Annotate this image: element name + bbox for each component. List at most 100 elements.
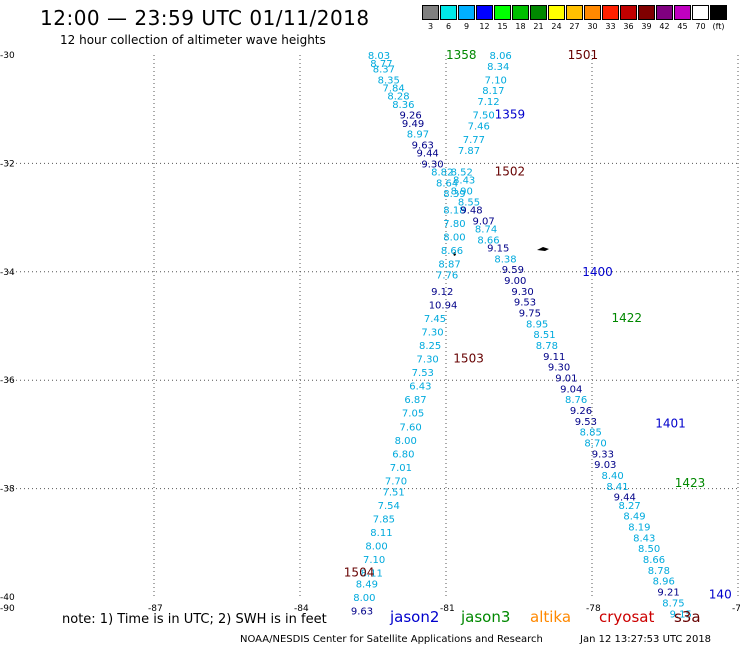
swh-value: 9.11 xyxy=(543,352,565,363)
scale-swatch xyxy=(458,5,475,20)
swh-value: 9.48 xyxy=(460,205,482,216)
lat-tick-label: -32 xyxy=(0,159,15,169)
scale-swatch xyxy=(494,5,511,20)
lat-tick-label: -38 xyxy=(0,485,15,495)
swh-value: 8.75 xyxy=(662,598,684,609)
swh-value: 7.51 xyxy=(382,487,404,498)
swh-value: 8.77 xyxy=(370,59,392,70)
swh-value: 8.66 xyxy=(441,246,463,257)
lon-tick-label: -78 xyxy=(586,604,601,614)
pass-time-label: 1401 xyxy=(655,417,686,431)
scale-swatch xyxy=(710,5,727,20)
swh-value: 8.11 xyxy=(370,528,392,539)
swh-value: 8.51 xyxy=(533,330,555,341)
legend-cryosat: cryosat xyxy=(599,608,655,626)
swh-value: 9.00 xyxy=(504,276,526,287)
swh-value: 7.45 xyxy=(424,314,446,325)
swh-value: 9.53 xyxy=(575,417,597,428)
legend-altika: altika xyxy=(530,608,572,626)
swh-value: 9.15 xyxy=(487,243,509,254)
scale-label: 21 xyxy=(533,22,544,31)
lat-tick-label: -34 xyxy=(0,268,15,278)
pass-time-label: 1359 xyxy=(495,108,526,122)
swh-value: 8.25 xyxy=(419,341,441,352)
swh-value: 8.82 xyxy=(431,168,453,179)
swh-value: 10.94 xyxy=(429,300,458,311)
scale-label: 27 xyxy=(569,22,580,31)
swh-value: 7.80 xyxy=(443,219,465,230)
swh-value: 8.43 xyxy=(633,533,655,544)
scale-label: 30 xyxy=(587,22,598,31)
swh-value: 7.01 xyxy=(390,463,412,474)
swh-value: 8.03 xyxy=(368,51,390,62)
pass-time-label: 1502 xyxy=(495,165,526,179)
swh-value: 9.44 xyxy=(614,493,636,504)
legend-jason3: jason3 xyxy=(461,608,511,626)
swh-value: 7.53 xyxy=(412,368,434,379)
swh-value: 8.11 xyxy=(361,569,383,580)
swh-value: 8.76 xyxy=(565,395,587,406)
swh-value: 9.04 xyxy=(560,384,582,395)
swh-value: 9.30 xyxy=(511,287,533,298)
scale-label: 36 xyxy=(623,22,634,31)
swh-value: 8.96 xyxy=(653,577,675,588)
swh-value: 8.00 xyxy=(365,542,387,553)
swh-value: 8.41 xyxy=(606,482,628,493)
swh-value: 9.63 xyxy=(412,140,434,151)
swh-value: 9.59 xyxy=(502,265,524,276)
swh-value: 8.28 xyxy=(387,92,409,103)
scale-label: 15 xyxy=(497,22,508,31)
swh-value: 7.30 xyxy=(421,327,443,338)
swh-value: 7.10 xyxy=(363,555,385,566)
credit-text: NOAA/NESDIS Center for Satellite Applica… xyxy=(240,634,543,645)
swh-value: 8.43 xyxy=(453,176,475,187)
swh-value: 8.87 xyxy=(438,260,460,271)
swh-value: 9.15 xyxy=(670,609,692,620)
lon-tick-label: -90 xyxy=(0,604,15,614)
swh-value: 9.30 xyxy=(421,159,443,170)
scale-swatch xyxy=(674,5,691,20)
scale-label: 18 xyxy=(515,22,526,31)
page-title: 12:00 — 23:59 UTC 01/11/2018 xyxy=(40,6,370,30)
swh-value: 7.77 xyxy=(463,135,485,146)
swh-value: 7.70 xyxy=(385,476,407,487)
pass-time-label: 1423 xyxy=(675,476,706,490)
scale-label: (ft) xyxy=(712,22,725,31)
island-outline xyxy=(453,252,456,256)
swh-value: 8.34 xyxy=(487,62,509,73)
scale-label: 3 xyxy=(427,22,434,31)
lat-tick-label: -36 xyxy=(0,376,15,386)
swh-value: 7.12 xyxy=(477,97,499,108)
swh-value: 9.26 xyxy=(400,111,422,122)
swh-value: 8.50 xyxy=(638,544,660,555)
swh-value: 7.85 xyxy=(373,514,395,525)
note-text: note: 1) Time is in UTC; 2) SWH is in fe… xyxy=(62,612,327,627)
lat-tick-label: -40 xyxy=(0,593,15,603)
scale-label: 12 xyxy=(479,22,490,31)
scale-swatch xyxy=(584,5,601,20)
swh-value: 9.63 xyxy=(351,607,373,618)
scale-label: 42 xyxy=(659,22,670,31)
pass-time-label: 1358 xyxy=(446,48,477,62)
swh-value: 8.06 xyxy=(490,51,512,62)
swh-value: 8.35 xyxy=(378,75,400,86)
swh-value: 9.03 xyxy=(594,460,616,471)
swh-value: 8.38 xyxy=(494,254,516,265)
swh-value: 8.78 xyxy=(536,341,558,352)
swh-value: 7.30 xyxy=(417,355,439,366)
swh-value: 7.50 xyxy=(473,111,495,122)
scale-swatch xyxy=(602,5,619,20)
swh-value: 8.00 xyxy=(353,593,375,604)
scale-swatch xyxy=(512,5,529,20)
swh-value: 8.18 xyxy=(443,205,465,216)
swh-value: 7.54 xyxy=(378,501,400,512)
swh-value: 8.70 xyxy=(584,439,606,450)
scale-swatch xyxy=(620,5,637,20)
swh-value: 8.78 xyxy=(648,566,670,577)
scale-label: 24 xyxy=(551,22,562,31)
swh-value: 7.60 xyxy=(400,422,422,433)
swh-value: 8.66 xyxy=(477,235,499,246)
swh-value: 9.12 xyxy=(431,287,453,298)
scale-label: 39 xyxy=(641,22,652,31)
page-subtitle: 12 hour collection of altimeter wave hei… xyxy=(60,33,326,47)
